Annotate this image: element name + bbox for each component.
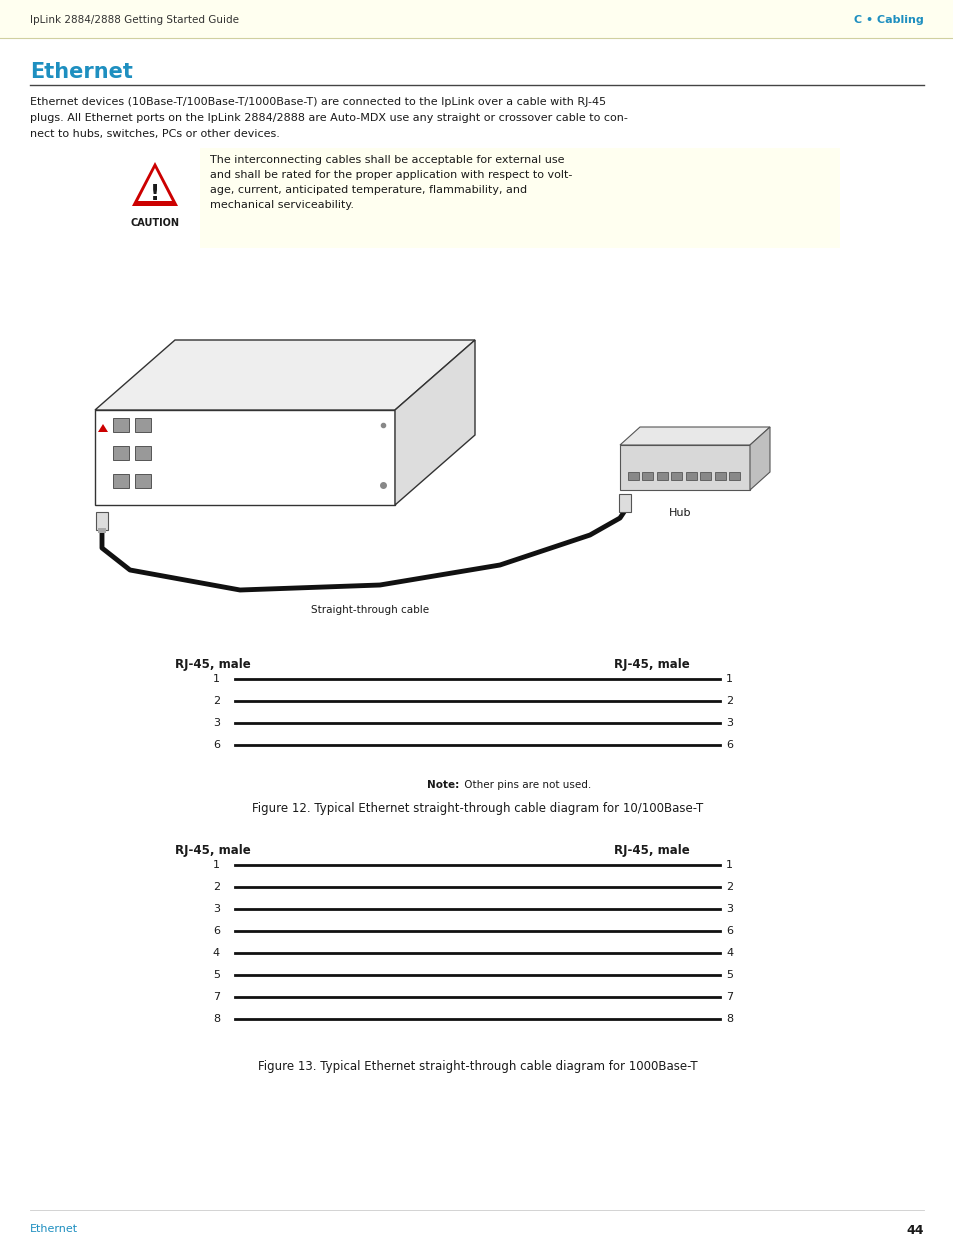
Bar	[618, 494, 630, 513]
Text: Ethernet devices (10Base-T/100Base-T/1000Base-T) are connected to the IpLink ove: Ethernet devices (10Base-T/100Base-T/100…	[30, 98, 605, 107]
Text: The interconnecting cables shall be acceptable for external use: The interconnecting cables shall be acce…	[210, 156, 564, 165]
Text: 6: 6	[213, 926, 220, 936]
Text: Note:: Note:	[427, 781, 459, 790]
Text: RJ-45, male: RJ-45, male	[614, 658, 689, 671]
Bar	[657, 472, 667, 480]
Bar	[685, 472, 697, 480]
Text: 6: 6	[725, 926, 732, 936]
Bar	[135, 446, 151, 459]
Bar	[729, 472, 740, 480]
Text: 3: 3	[725, 904, 732, 914]
Bar	[700, 472, 711, 480]
Bar	[641, 472, 653, 480]
Text: 44: 44	[905, 1224, 923, 1235]
Bar	[112, 446, 129, 459]
Text: RJ-45, male: RJ-45, male	[174, 844, 251, 857]
Text: 8: 8	[213, 1014, 220, 1024]
Bar	[98, 529, 106, 534]
Polygon shape	[132, 162, 178, 206]
Text: 3: 3	[213, 718, 220, 727]
Text: Other pins are not used.: Other pins are not used.	[461, 781, 591, 790]
Text: mechanical serviceability.: mechanical serviceability.	[210, 200, 354, 210]
Bar	[200, 148, 840, 248]
Text: 2: 2	[725, 882, 732, 892]
Polygon shape	[95, 410, 395, 505]
Polygon shape	[95, 340, 475, 410]
Text: and shall be rated for the proper application with respect to volt-: and shall be rated for the proper applic…	[210, 170, 572, 180]
Text: Ethernet: Ethernet	[30, 1224, 78, 1234]
Text: 2: 2	[725, 697, 732, 706]
Bar	[627, 472, 639, 480]
Text: 8: 8	[725, 1014, 732, 1024]
Text: 6: 6	[725, 740, 732, 750]
Text: 5: 5	[725, 969, 732, 981]
Polygon shape	[749, 427, 769, 490]
Text: 4: 4	[725, 948, 732, 958]
Text: plugs. All Ethernet ports on the IpLink 2884/2888 are Auto-MDX use any straight : plugs. All Ethernet ports on the IpLink …	[30, 112, 627, 124]
Text: Figure 13. Typical Ethernet straight-through cable diagram for 1000Base-T: Figure 13. Typical Ethernet straight-thr…	[257, 1060, 697, 1073]
Text: RJ-45, male: RJ-45, male	[174, 658, 251, 671]
Text: 2: 2	[213, 697, 220, 706]
Bar	[0, 0, 953, 38]
Text: CAUTION: CAUTION	[131, 219, 179, 228]
Text: Figure 12. Typical Ethernet straight-through cable diagram for 10/100Base-T: Figure 12. Typical Ethernet straight-thr…	[252, 802, 702, 815]
Polygon shape	[395, 340, 475, 505]
Text: 3: 3	[213, 904, 220, 914]
Text: 7: 7	[213, 992, 220, 1002]
Polygon shape	[619, 445, 749, 490]
Bar	[112, 474, 129, 488]
Text: C • Cabling: C • Cabling	[853, 15, 923, 25]
Text: nect to hubs, switches, PCs or other devices.: nect to hubs, switches, PCs or other dev…	[30, 128, 279, 140]
Text: 1: 1	[213, 860, 220, 869]
Bar	[96, 513, 108, 530]
Text: 5: 5	[213, 969, 220, 981]
Text: Straight-through cable: Straight-through cable	[311, 605, 429, 615]
Text: 7: 7	[725, 992, 732, 1002]
Bar	[112, 417, 129, 432]
Text: IpLink 2884/2888 Getting Started Guide: IpLink 2884/2888 Getting Started Guide	[30, 15, 239, 25]
Text: 1: 1	[213, 674, 220, 684]
Text: 1: 1	[725, 674, 732, 684]
Text: 2: 2	[213, 882, 220, 892]
Text: Hub: Hub	[668, 508, 691, 517]
Polygon shape	[98, 424, 108, 432]
Polygon shape	[138, 168, 172, 201]
Text: 1: 1	[725, 860, 732, 869]
Text: !: !	[150, 184, 160, 204]
Text: 3: 3	[725, 718, 732, 727]
Text: 4: 4	[213, 948, 220, 958]
Bar	[135, 417, 151, 432]
Bar	[714, 472, 725, 480]
Text: age, current, anticipated temperature, flammability, and: age, current, anticipated temperature, f…	[210, 185, 527, 195]
Bar	[135, 474, 151, 488]
Text: Ethernet: Ethernet	[30, 62, 132, 82]
Bar	[671, 472, 681, 480]
Text: RJ-45, male: RJ-45, male	[614, 844, 689, 857]
Polygon shape	[619, 427, 769, 445]
Text: 6: 6	[213, 740, 220, 750]
